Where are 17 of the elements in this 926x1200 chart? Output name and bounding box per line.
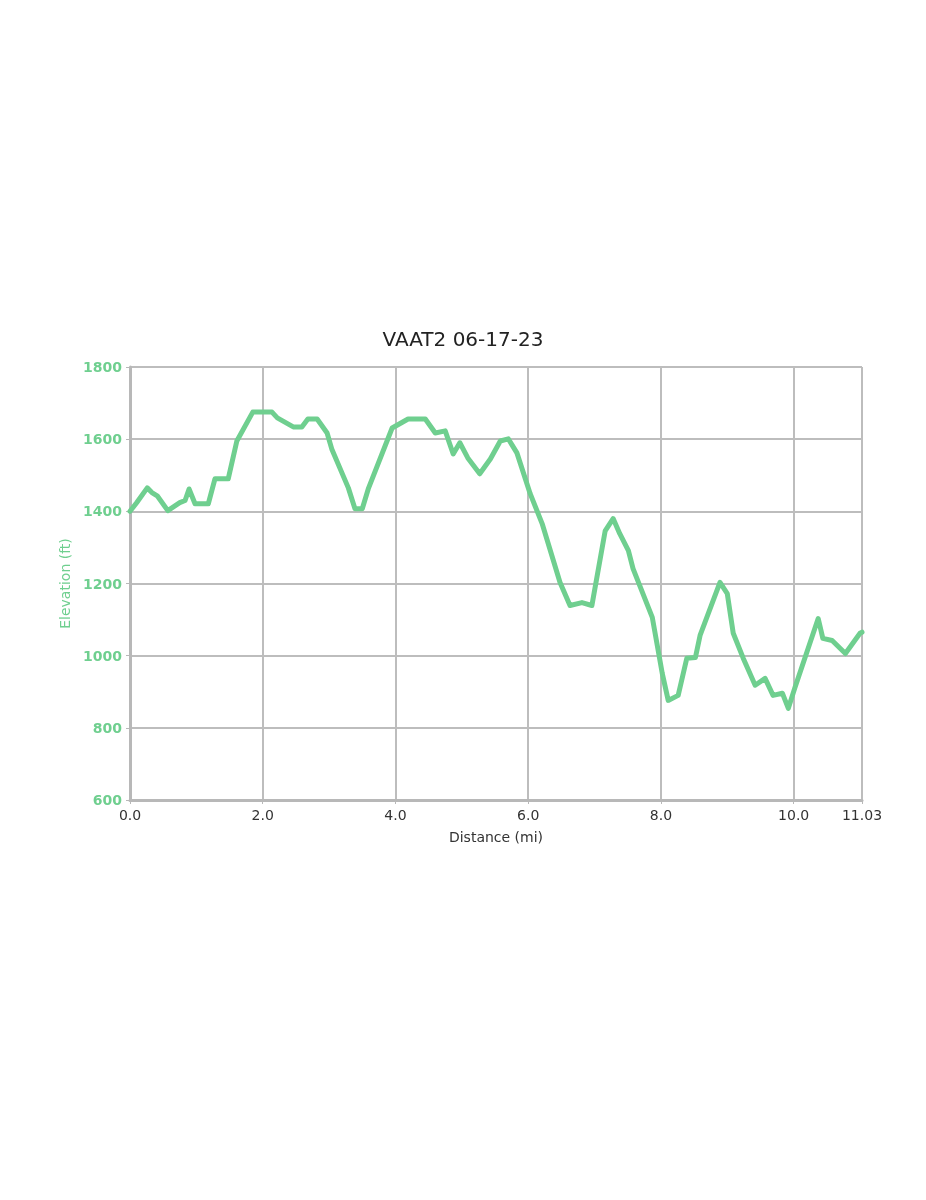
y-tick-label: 1600 (83, 431, 123, 448)
y-tick-label: 1000 (83, 647, 123, 664)
x-tick-label: 10.0 (778, 807, 810, 823)
x-tick-label: 6.0 (517, 807, 540, 823)
x-tick-label: 0.0 (118, 807, 142, 823)
y-tick-label: 1400 (83, 503, 123, 520)
y-axis-title: Elevation (ft) (57, 538, 73, 629)
y-tick-label: 600 (92, 792, 123, 808)
y-tick-label: 800 (92, 719, 123, 736)
x-tick-label: 11.03 (841, 807, 883, 823)
x-tick-label: 4.0 (384, 807, 407, 823)
y-tick-label: 1800 (83, 359, 123, 375)
x-tick-label: 2.0 (251, 807, 274, 823)
x-axis-title: Distance (mi) (448, 829, 544, 845)
y-tick-label: 1200 (83, 575, 123, 592)
x-tick-label: 8.0 (649, 807, 673, 823)
chart-title: VAAT2 06-17-23 (382, 327, 544, 351)
